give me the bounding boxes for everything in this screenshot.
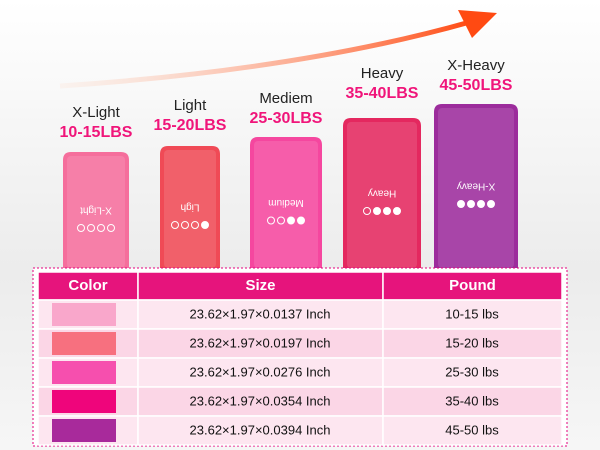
size-text: 23.62×1.97×0.0197 Inch <box>190 335 331 350</box>
band-weight: 45-50LBS <box>440 77 513 94</box>
size-text: 23.62×1.97×0.0394 Inch <box>190 422 331 437</box>
band <box>160 146 220 268</box>
band-dot <box>191 221 199 229</box>
band-dot <box>467 200 475 208</box>
band-name: Heavy <box>361 65 404 82</box>
band-name: X-Light <box>72 104 120 121</box>
pound-text: 15-20 lbs <box>445 335 499 350</box>
band-print: X-Heavy <box>457 180 495 191</box>
band-dot <box>383 207 391 215</box>
header-text: Size <box>245 277 275 294</box>
arrow-head <box>458 10 497 38</box>
band-print: Heavy <box>368 187 396 198</box>
band-shade <box>164 150 216 268</box>
cell <box>382 299 563 330</box>
band-dot <box>277 216 285 225</box>
band-shade <box>67 156 125 268</box>
size-text: 23.62×1.97×0.0354 Inch <box>190 393 331 408</box>
band-name: Light <box>174 97 207 114</box>
pound-text: 35-40 lbs <box>445 393 499 408</box>
band-dot <box>201 221 209 229</box>
band-dot <box>97 224 105 232</box>
band-shade <box>438 108 514 268</box>
band <box>250 137 322 268</box>
band-dot <box>267 216 275 225</box>
band-dot <box>477 200 485 208</box>
color-swatch <box>52 361 116 384</box>
pound-text: 45-50 lbs <box>445 422 499 437</box>
pound-text: 10-15 lbs <box>445 306 499 321</box>
band-shade <box>347 122 417 268</box>
band-weight: 35-40LBS <box>346 85 419 102</box>
band-print: Ligh <box>181 201 200 212</box>
table: Color Size Pound 23.62×1.97×0.0137 Inch 10-1… <box>37 271 563 446</box>
band-print: Medium <box>268 197 304 208</box>
band-dot <box>487 200 495 208</box>
cell <box>382 386 563 417</box>
cell <box>137 415 384 446</box>
band <box>434 104 518 268</box>
band-name: Mediem <box>259 90 312 107</box>
size-text: 23.62×1.97×0.0276 Inch <box>190 364 331 379</box>
band-weight: 10-15LBS <box>60 124 133 141</box>
band-weight: 15-20LBS <box>154 117 227 134</box>
header-text: Pound <box>449 277 496 294</box>
color-swatch <box>52 419 116 442</box>
pound-text: 25-30 lbs <box>445 364 499 379</box>
band-dot <box>107 224 115 232</box>
band-dot <box>457 200 465 208</box>
color-swatch <box>52 303 116 326</box>
band-weight: 25-30LBS <box>250 110 323 127</box>
band-shade <box>254 141 318 268</box>
color-swatch <box>52 390 116 413</box>
band-dot <box>373 207 381 215</box>
band-dot <box>297 216 305 225</box>
band-dot <box>77 224 85 232</box>
header-text: Color <box>68 277 107 294</box>
color-swatch <box>52 332 116 355</box>
cell <box>382 328 563 359</box>
cell <box>137 328 384 359</box>
band <box>63 152 129 268</box>
bands: X-Light 10-15LBS X-Light Light 15-20LBS Ligh M… <box>60 57 518 268</box>
size-text: 23.62×1.97×0.0137 Inch <box>190 306 331 321</box>
cell <box>137 299 384 330</box>
band-dot <box>393 207 401 215</box>
band <box>343 118 421 268</box>
cell <box>382 415 563 446</box>
band-print: X-Light <box>80 204 112 215</box>
band-dot <box>171 221 179 229</box>
header-cell <box>382 271 563 301</box>
band-dot <box>363 207 371 215</box>
trend-arrow <box>59 19 471 89</box>
band-dot <box>181 221 189 229</box>
band-dot <box>287 216 295 225</box>
cell <box>382 357 563 388</box>
band-dot <box>87 224 95 232</box>
band-name: X-Heavy <box>447 57 505 74</box>
